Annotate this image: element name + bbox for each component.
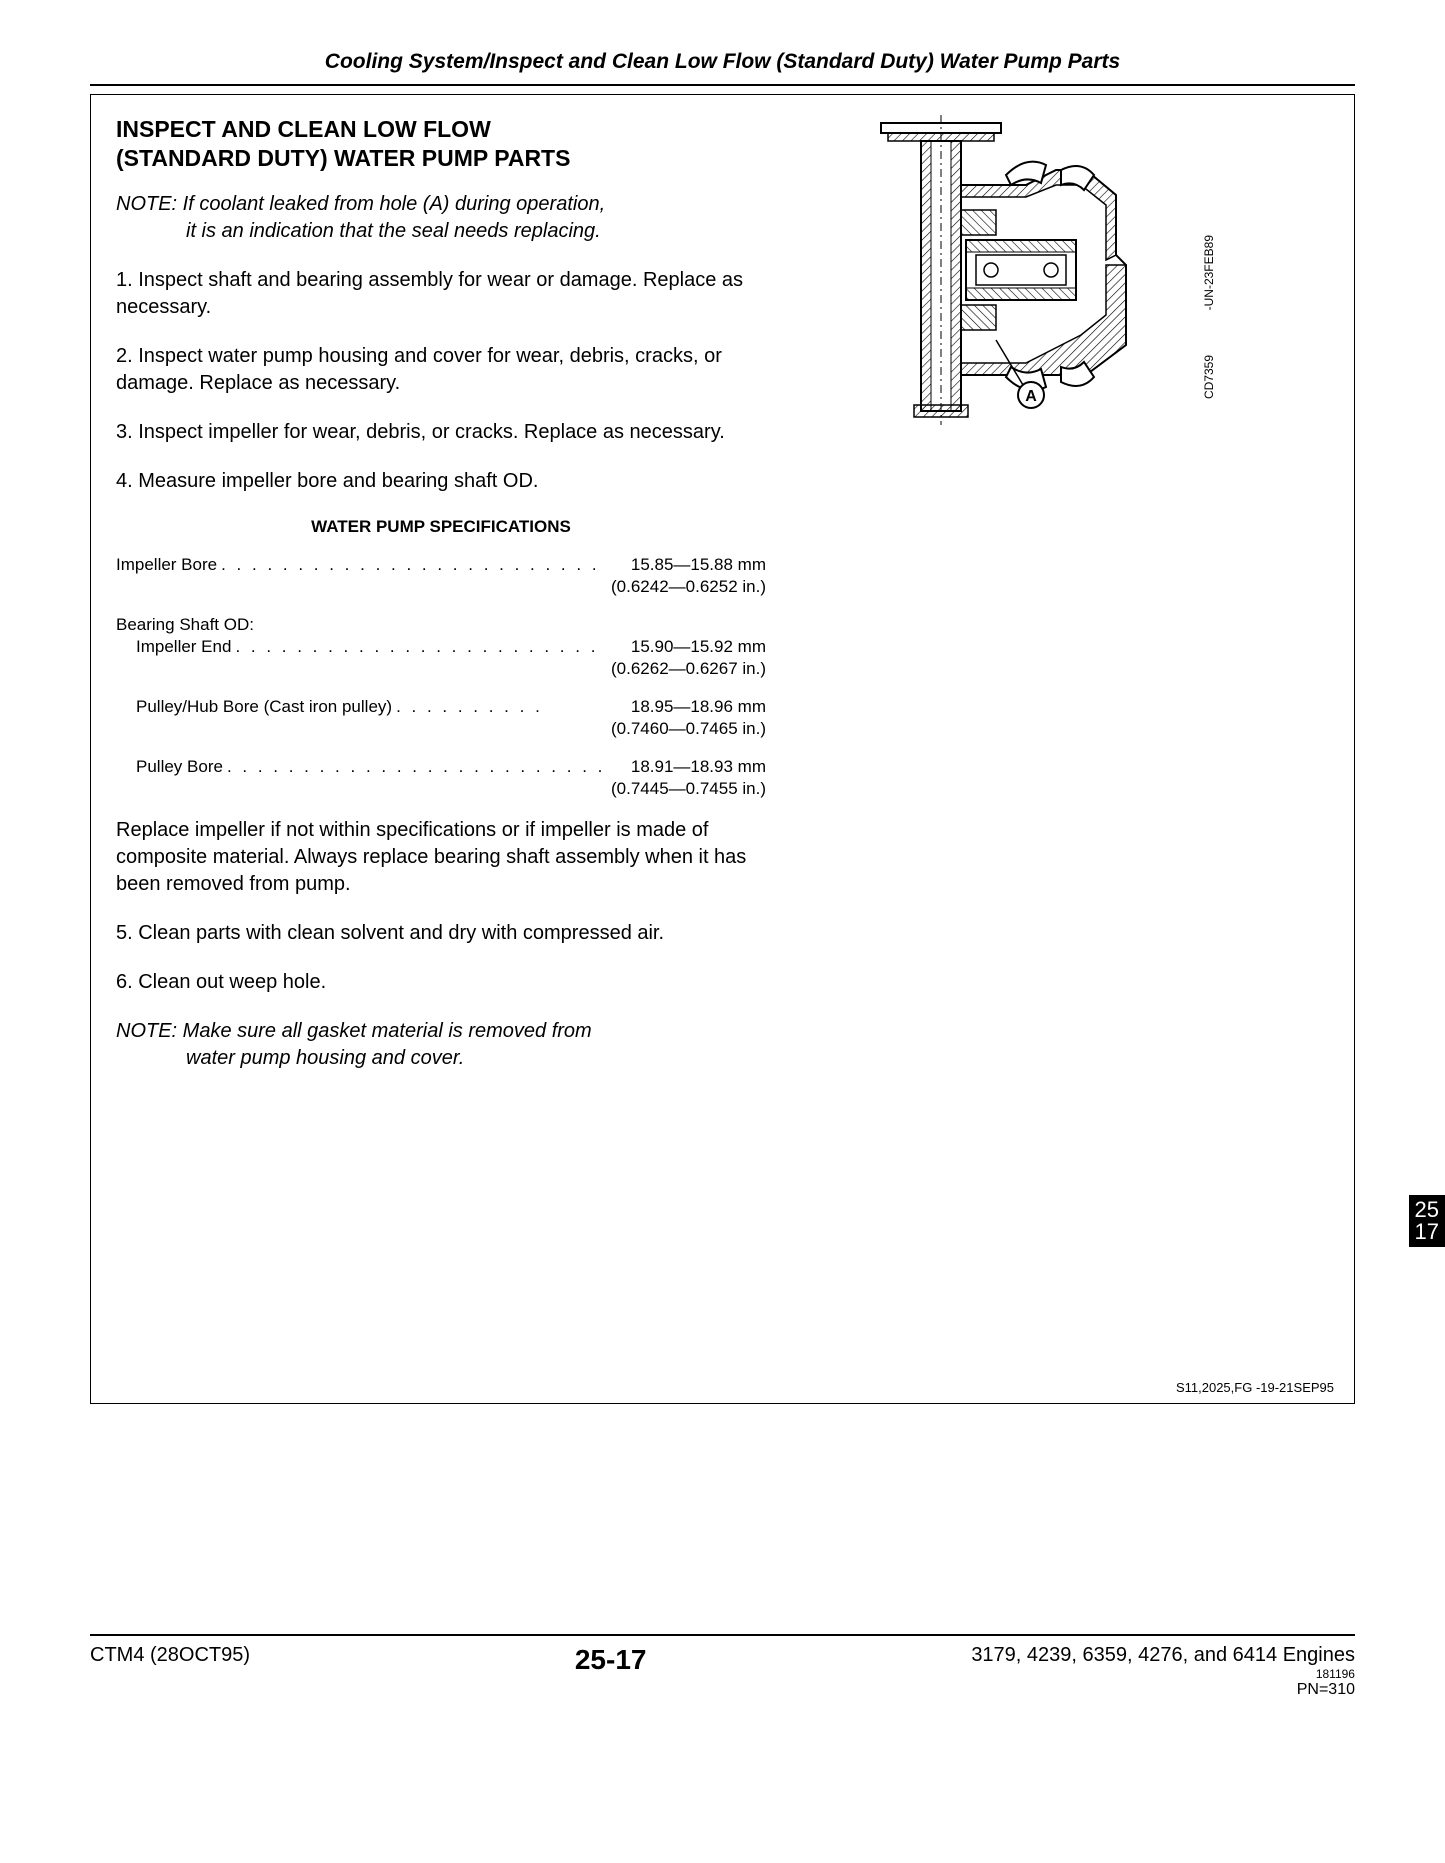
note-2: NOTE: Make sure all gasket material is r… bbox=[116, 1018, 766, 1072]
spec-label: Pulley Bore bbox=[136, 757, 223, 777]
spec-group-bearing-shaft: Bearing Shaft OD: bbox=[116, 615, 766, 635]
step-1: 1. Inspect shaft and bearing assembly fo… bbox=[116, 267, 766, 321]
header-title: Cooling System/Inspect and Clean Low Flo… bbox=[90, 50, 1355, 86]
water-pump-diagram-icon: A bbox=[826, 115, 1166, 425]
step-2: 2. Inspect water pump housing and cover … bbox=[116, 343, 766, 397]
footer-left: CTM4 (28OCT95) bbox=[90, 1644, 250, 1667]
spec-dots: . . . . . . . . . . . . . . . . . . . . … bbox=[223, 757, 631, 777]
note2-line1: Make sure all gasket material is removed… bbox=[183, 1020, 592, 1042]
step-5: 5. Clean parts with clean solvent and dr… bbox=[116, 920, 766, 947]
main-columns: INSPECT AND CLEAN LOW FLOW (STANDARD DUT… bbox=[116, 115, 1329, 1094]
spec-row-pulley-hub-bore: Pulley/Hub Bore (Cast iron pulley) . . .… bbox=[116, 697, 766, 717]
callout-a-label: A bbox=[1025, 388, 1037, 405]
left-column: INSPECT AND CLEAN LOW FLOW (STANDARD DUT… bbox=[116, 115, 766, 1094]
spec-row-impeller-end: Impeller End . . . . . . . . . . . . . .… bbox=[116, 637, 766, 657]
note1-line2: it is an indication that the seal needs … bbox=[116, 218, 766, 245]
note-prefix: NOTE: bbox=[116, 1020, 183, 1042]
spec-value-mm: 15.85—15.88 mm bbox=[631, 555, 766, 575]
footer-small-code: 181196 bbox=[971, 1667, 1355, 1681]
spec-dots: . . . . . . . . . . . . . . . . . . . . … bbox=[217, 555, 631, 575]
figure-ref-code: CD7359 bbox=[1202, 355, 1216, 399]
spec-label: Impeller Bore bbox=[116, 555, 217, 575]
section-title-line2: (STANDARD DUTY) WATER PUMP PARTS bbox=[116, 145, 570, 171]
section-tab: 25 17 bbox=[1409, 1195, 1445, 1247]
spec-value-mm: 18.91—18.93 mm bbox=[631, 757, 766, 777]
section-title: INSPECT AND CLEAN LOW FLOW (STANDARD DUT… bbox=[116, 115, 766, 173]
replace-note: Replace impeller if not within specifica… bbox=[116, 817, 766, 898]
tab-bottom: 17 bbox=[1415, 1221, 1439, 1243]
spec-block: Impeller Bore . . . . . . . . . . . . . … bbox=[116, 555, 766, 799]
note-prefix: NOTE: bbox=[116, 193, 183, 215]
content-frame: INSPECT AND CLEAN LOW FLOW (STANDARD DUT… bbox=[90, 94, 1355, 1404]
page: Cooling System/Inspect and Clean Low Flo… bbox=[0, 0, 1445, 1739]
spec-label: Pulley/Hub Bore (Cast iron pulley) bbox=[136, 697, 392, 717]
spec-value-in: (0.7460—0.7465 in.) bbox=[116, 719, 766, 739]
spec-value-mm: 18.95—18.96 mm bbox=[631, 697, 766, 717]
page-footer: CTM4 (28OCT95) 25-17 3179, 4239, 6359, 4… bbox=[90, 1644, 1355, 1699]
figure-ref-date: -UN-23FEB89 bbox=[1202, 235, 1216, 310]
spec-value-mm: 15.90—15.92 mm bbox=[631, 637, 766, 657]
right-column: A -UN-23FEB89 CD7359 bbox=[806, 115, 1329, 1094]
spec-value-in: (0.7445—0.7455 in.) bbox=[116, 779, 766, 799]
note-1: NOTE: If coolant leaked from hole (A) du… bbox=[116, 191, 766, 245]
spec-value-in: (0.6262—0.6267 in.) bbox=[116, 659, 766, 679]
spec-value-in: (0.6242—0.6252 in.) bbox=[116, 577, 766, 597]
step-4: 4. Measure impeller bore and bearing sha… bbox=[116, 468, 766, 495]
footer-right: 3179, 4239, 6359, 4276, and 6414 Engines… bbox=[971, 1644, 1355, 1699]
footer-page-number: 25-17 bbox=[575, 1644, 647, 1676]
spec-label: Impeller End bbox=[136, 637, 231, 657]
spec-row-pulley-bore: Pulley Bore . . . . . . . . . . . . . . … bbox=[116, 757, 766, 777]
step-3: 3. Inspect impeller for wear, debris, or… bbox=[116, 419, 766, 446]
footer-rule bbox=[90, 1634, 1355, 1636]
note2-line2: water pump housing and cover. bbox=[116, 1045, 766, 1072]
water-pump-figure: A -UN-23FEB89 CD7359 bbox=[826, 115, 1166, 425]
spec-row-impeller-bore: Impeller Bore . . . . . . . . . . . . . … bbox=[116, 555, 766, 575]
spec-dots: . . . . . . . . . . bbox=[392, 697, 631, 717]
spec-dots: . . . . . . . . . . . . . . . . . . . . … bbox=[231, 637, 630, 657]
footer-engines: 3179, 4239, 6359, 4276, and 6414 Engines bbox=[971, 1644, 1355, 1666]
footer-pn: PN=310 bbox=[971, 1681, 1355, 1699]
spec-title: WATER PUMP SPECIFICATIONS bbox=[116, 517, 766, 537]
tab-top: 25 bbox=[1415, 1199, 1439, 1221]
section-title-line1: INSPECT AND CLEAN LOW FLOW bbox=[116, 116, 491, 142]
note1-line1: If coolant leaked from hole (A) during o… bbox=[183, 193, 605, 215]
frame-footer-ref: S11,2025,FG -19-21SEP95 bbox=[1176, 1380, 1334, 1395]
step-6: 6. Clean out weep hole. bbox=[116, 969, 766, 996]
